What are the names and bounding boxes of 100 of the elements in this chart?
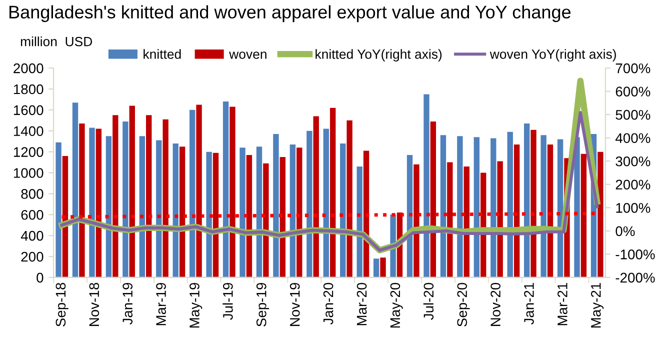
y-tick-label: 2000 <box>14 63 44 74</box>
bar <box>296 148 302 278</box>
bar <box>440 135 446 278</box>
bar <box>196 104 202 278</box>
y-tick-label: 1400 <box>14 126 44 136</box>
bar <box>96 128 102 278</box>
bar <box>447 162 453 278</box>
bar <box>346 120 352 278</box>
bar <box>246 154 252 278</box>
x-tick-label: Nov-20 <box>490 282 500 326</box>
x-tick-label: Sep-20 <box>457 282 470 326</box>
bar <box>172 143 178 278</box>
y2-tick-label: 300% <box>616 156 650 166</box>
y-tick-label: 1000 <box>14 168 44 178</box>
y-tick-label: 1600 <box>14 105 44 116</box>
x-tick-label: Jan-21 <box>524 282 534 325</box>
x-tick-label: Jul-19 <box>222 282 233 320</box>
bar <box>340 143 346 278</box>
x-tick-label: May-21 <box>590 282 604 328</box>
bar <box>457 136 463 278</box>
bar <box>189 110 196 278</box>
x-tick-label: Mar-19 <box>156 282 166 326</box>
bar <box>122 121 128 278</box>
bar <box>72 102 78 278</box>
bar <box>206 152 212 278</box>
x-tick-label: Sep-18 <box>56 282 68 326</box>
bar <box>273 134 279 278</box>
x-tick-label: Jul-20 <box>423 282 434 320</box>
bar <box>179 146 186 278</box>
y-tick-label: 200 <box>21 252 44 262</box>
y-tick-label: 400 <box>20 230 44 241</box>
y-tick-label: 600 <box>21 210 44 220</box>
bar <box>490 138 496 278</box>
y2-tick-label: -100% <box>616 250 655 260</box>
legend-label: knitted <box>144 49 181 59</box>
y-tick-label: 1200 <box>14 147 44 157</box>
bar <box>156 140 162 278</box>
bar <box>306 130 312 278</box>
bar <box>146 115 152 278</box>
bar <box>430 121 436 278</box>
bar <box>106 136 112 278</box>
y2-tick-label: 700% <box>616 63 650 74</box>
y2-tick-label: 400% <box>615 133 650 144</box>
bar <box>323 128 329 278</box>
bar <box>240 148 246 278</box>
legend-label: knitted YoY(right axis) <box>316 49 442 62</box>
bar <box>330 108 336 278</box>
bar <box>290 144 296 278</box>
bar <box>380 258 386 278</box>
y-axis-title: million USD <box>20 36 92 46</box>
y2-tick-label: 500% <box>616 110 650 120</box>
bar <box>256 146 262 278</box>
bar <box>530 130 536 278</box>
bar <box>497 161 503 278</box>
bar <box>414 164 420 278</box>
bar <box>112 115 118 278</box>
bar <box>79 124 85 278</box>
chart-title: Bangladesh's knitted and woven apparel export value and YoY change <box>10 5 571 22</box>
bar <box>129 106 135 278</box>
bar <box>313 116 319 278</box>
bar <box>598 152 604 278</box>
x-tick-label: Nov-19 <box>290 282 300 326</box>
bar <box>280 157 286 278</box>
x-tick-label: Mar-21 <box>558 282 568 326</box>
x-tick-label: Mar-20 <box>356 282 367 326</box>
bar <box>580 154 587 278</box>
bar <box>464 166 470 278</box>
bar <box>524 124 530 278</box>
x-tick-label: Jan-20 <box>323 282 334 325</box>
bar <box>507 132 513 278</box>
bar <box>230 106 236 278</box>
y2-tick-label: 600% <box>616 86 650 96</box>
y2-tick-label: 200% <box>616 180 650 190</box>
bar <box>424 94 430 278</box>
legend-label: woven YoY(right axis) <box>490 49 616 62</box>
y2-tick-label: 100% <box>616 202 650 213</box>
x-tick-label: Nov-18 <box>89 282 100 326</box>
y2-tick-label: 0% <box>616 226 635 236</box>
x-tick-label: May-19 <box>190 282 202 328</box>
bar <box>62 156 68 278</box>
y-tick-label: 1800 <box>14 84 44 94</box>
line-series <box>60 110 599 252</box>
bar <box>356 166 362 278</box>
bar <box>373 258 380 278</box>
bar <box>56 142 62 278</box>
bar <box>139 136 146 278</box>
bar <box>212 152 219 278</box>
y-tick-label: 0 <box>36 272 44 283</box>
bar <box>222 102 229 278</box>
bar <box>540 135 546 278</box>
bar <box>474 137 480 278</box>
y-tick-label: 800 <box>21 189 44 199</box>
y2-tick-label: -200% <box>616 272 655 283</box>
x-tick-label: Jan-19 <box>122 282 133 325</box>
bar <box>89 128 95 278</box>
legend-label: woven <box>229 52 266 59</box>
x-tick-label: Sep-19 <box>256 282 270 326</box>
bar <box>263 163 269 278</box>
bar <box>162 119 168 278</box>
x-tick-label: May-20 <box>390 282 403 328</box>
